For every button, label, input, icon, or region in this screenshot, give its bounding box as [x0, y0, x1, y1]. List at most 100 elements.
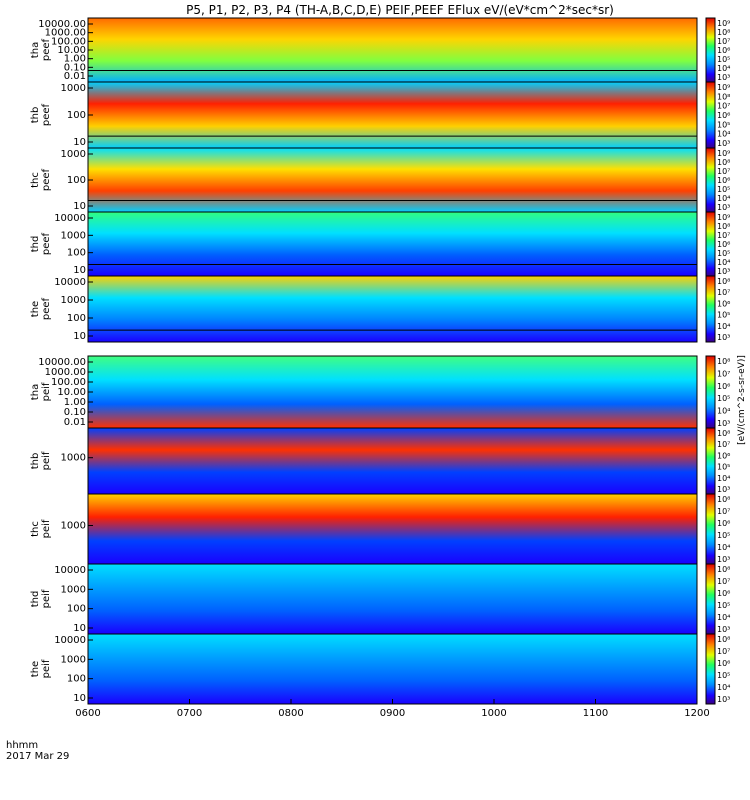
- y-tick-label: 10000: [54, 565, 86, 576]
- y-tick-label: 100.00: [51, 377, 86, 388]
- x-tick-label: 1100: [583, 708, 608, 719]
- colorbar-tick-label: 10⁷: [717, 577, 730, 586]
- colorbar-thb-peif: [705, 427, 716, 495]
- colorbar-tick-label: 10⁵: [717, 185, 730, 194]
- colorbar-tick-label: 10⁴: [717, 130, 730, 139]
- y-tick-label: 100: [67, 248, 86, 259]
- colorbar-tick-label: 10⁸: [717, 277, 730, 286]
- colorbar-tick-label: 10⁷: [717, 440, 730, 449]
- colorbar-tick-label: 10⁴: [717, 474, 730, 483]
- colorbar-unit-label: [eV/(cm^2-s-sr-eV)]: [737, 355, 747, 445]
- y-tick-label: 1000: [61, 295, 86, 306]
- colorbar-tick-label: 10⁴: [717, 407, 730, 416]
- colorbar-tick-label: 10⁷: [717, 231, 730, 240]
- colorbar-tick-label: 10⁷: [717, 37, 730, 46]
- y-label-probe: tha: [30, 384, 41, 400]
- colorbar-tick-label: 10⁵: [717, 249, 730, 258]
- x-tick-label: 1000: [481, 708, 506, 719]
- y-tick-label: 100: [67, 604, 86, 615]
- y-tick-label: 1000: [61, 654, 86, 665]
- y-tick-label: 10000.00: [38, 19, 86, 30]
- y-tick-label: 1.00: [64, 54, 86, 65]
- panel-thd-peif: 10000 1000 100 10 thdpeif 10⁸ 10⁷ 10⁶ 10⁵ 10⁴ 10³: [30, 563, 730, 635]
- y-label-thb-peif: thbpeif: [30, 451, 52, 470]
- plot-frame-the-peef: [87, 275, 698, 343]
- colorbar-thd-peef: [705, 211, 716, 277]
- y-label-thd-peef: thdpeef: [30, 232, 52, 255]
- colorbar-tick-label: 10⁴: [717, 683, 730, 692]
- colorbar-tick-label: 10⁴: [717, 194, 730, 203]
- colorbar-tick-label: 10⁶: [717, 111, 730, 120]
- y-tick-label: 1000: [61, 584, 86, 595]
- y-label-the-peif: thepeif: [30, 659, 52, 678]
- colorbar-tick-label: 10⁵: [717, 531, 730, 540]
- colorbar-tick-label: 10⁶: [717, 659, 730, 668]
- colorbar-tick-label: 10⁸: [717, 429, 730, 438]
- colorbar-tick-label: 10⁸: [717, 92, 730, 101]
- colorbar-tick-label: 10⁵: [717, 601, 730, 610]
- y-tick-label: 0.01: [64, 417, 86, 428]
- y-tick-label: 10: [73, 693, 86, 704]
- colorbar-tick-label: 10⁵: [717, 671, 730, 680]
- colorbar-tick-label: 10³: [717, 485, 730, 494]
- y-label-tha-peef: thapeef: [30, 38, 52, 61]
- colorbar-tick-label: 10⁸: [717, 565, 730, 574]
- y-tick-label: 1000: [61, 230, 86, 241]
- y-tick-label: 100: [67, 175, 86, 186]
- spectrogram-thd-peef: [88, 212, 697, 276]
- colorbar-tick-label: 10⁶: [717, 299, 730, 308]
- colorbar-tick-label: 10⁷: [717, 369, 730, 378]
- y-tick-label: 10000: [54, 213, 86, 224]
- x-tick-label: 0900: [380, 708, 405, 719]
- spectrogram-tha-peef: [88, 18, 697, 82]
- y-label-probe: thd: [30, 236, 41, 253]
- x-format-label: hhmm: [6, 740, 38, 751]
- y-label-the-peef: thepeef: [30, 297, 52, 320]
- colorbar-thc-peef: [705, 147, 716, 213]
- y-label-thd-peif: thdpeif: [30, 589, 52, 608]
- colorbar-tick-label: 10⁷: [717, 507, 730, 516]
- colorbar-tick-label: 10³: [717, 203, 730, 212]
- y-tick-label: 0.01: [64, 71, 86, 82]
- colorbar-tick-label: 10³: [717, 73, 730, 82]
- y-tick-label: 10: [73, 331, 86, 342]
- x-tick-label: 0600: [75, 708, 100, 719]
- spectrogram-thd-peif: [88, 564, 697, 634]
- colorbar-tick-label: 10⁴: [717, 322, 730, 331]
- colorbar-tick-label: 10⁹: [717, 149, 730, 158]
- y-tick-label: 100: [67, 110, 86, 121]
- y-tick-label: 100: [67, 313, 86, 324]
- y-label-product: peef: [41, 103, 52, 126]
- colorbar-tick-label: 10³: [717, 267, 730, 276]
- y-tick-label: 10.00: [57, 387, 86, 398]
- y-tick-label: 0.10: [64, 62, 86, 73]
- panel-thc-peif: 1000 thcpeif 10⁸ 10⁷ 10⁶ 10⁵ 10⁴ 10³: [30, 493, 730, 565]
- colorbar-tick-label: 10⁸: [717, 495, 730, 504]
- colorbar-tick-label: 10⁸: [717, 357, 730, 366]
- spectrogram-thc-peef: [88, 148, 697, 212]
- y-label-probe: the: [30, 661, 41, 677]
- colorbar-tick-label: 10⁸: [717, 635, 730, 644]
- spectrogram-thb-peif: [88, 428, 697, 494]
- spectrogram-tha-peif: [88, 356, 697, 428]
- colorbar-tha-peef: [705, 17, 716, 83]
- y-label-product: peef: [41, 38, 52, 61]
- panels: 10000.001000.00100.0010.001.000.100.01th…: [30, 17, 747, 705]
- spectrogram-the-peif: [88, 634, 697, 704]
- y-label-probe: thd: [30, 591, 41, 608]
- colorbar-tick-label: 10⁵: [717, 120, 730, 129]
- y-tick-label: 100: [67, 674, 86, 685]
- y-tick-label: 10: [73, 623, 86, 634]
- colorbar-tick-label: 10⁶: [717, 451, 730, 460]
- y-tick-label: 10.00: [57, 45, 86, 56]
- colorbar-tick-label: 10⁵: [717, 55, 730, 64]
- y-label-product: peef: [41, 232, 52, 255]
- colorbar-tick-label: 10⁶: [717, 176, 730, 185]
- y-tick-label: 1000: [61, 83, 86, 94]
- y-label-product: peif: [41, 519, 52, 538]
- panel-thd-peef: 10000 1000 100 10 thdpeef 10⁹10⁸10⁷10⁶10⁵10⁴1…: [30, 211, 730, 277]
- y-tick-label: 100.00: [51, 36, 86, 47]
